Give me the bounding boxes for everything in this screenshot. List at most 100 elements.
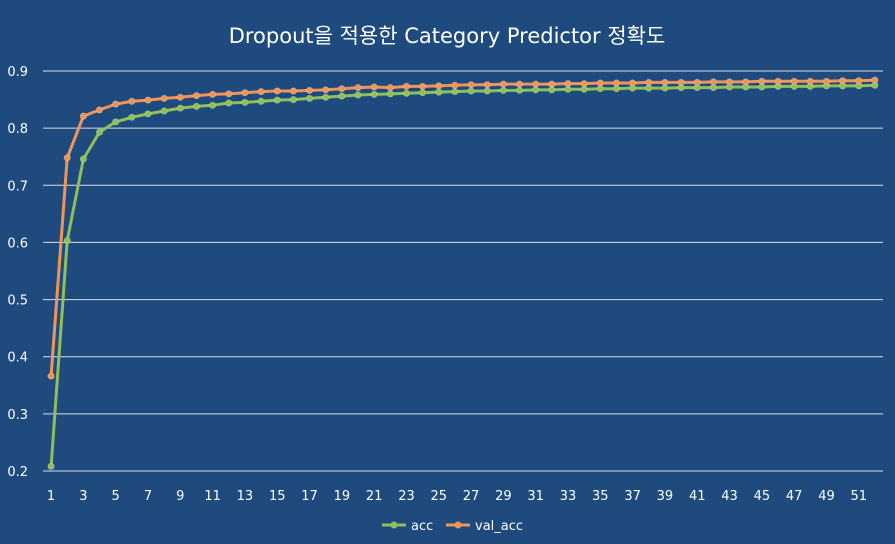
x-tick-label: 1: [47, 489, 55, 504]
data-point-val-acc: [338, 85, 346, 93]
series-val-acc: [47, 76, 879, 380]
y-tick-label: 0.8: [7, 122, 28, 137]
data-point-acc: [354, 91, 362, 99]
data-point-acc: [370, 90, 378, 98]
data-point-val-acc: [96, 106, 104, 114]
data-point-val-acc: [209, 90, 217, 98]
data-point-acc: [515, 86, 523, 94]
x-tick-label: 5: [112, 489, 120, 504]
data-point-val-acc: [257, 88, 265, 96]
y-tick-label: 0.5: [7, 294, 28, 309]
x-tick-label: 23: [398, 489, 415, 504]
data-point-acc: [63, 237, 71, 245]
data-point-val-acc: [725, 78, 733, 86]
data-point-val-acc: [419, 82, 427, 90]
data-point-val-acc: [580, 80, 588, 88]
data-point-val-acc: [596, 79, 604, 87]
y-tick-label: 0.2: [7, 465, 28, 480]
data-point-acc: [160, 107, 168, 115]
series-group: [47, 76, 879, 470]
x-tick-label: 13: [237, 489, 254, 504]
data-point-acc: [386, 90, 394, 98]
data-point-val-acc: [241, 89, 249, 97]
data-point-val-acc: [467, 81, 475, 89]
x-tick-label: 33: [560, 489, 577, 504]
data-point-acc: [225, 99, 233, 107]
data-point-val-acc: [774, 77, 782, 85]
y-tick-label: 0.3: [7, 408, 28, 423]
x-tick-label: 35: [592, 489, 609, 504]
data-point-val-acc: [709, 78, 717, 86]
x-tick-label: 3: [79, 489, 87, 504]
data-point-acc: [193, 102, 201, 110]
data-point-acc: [435, 88, 443, 96]
x-tick-label: 7: [144, 489, 152, 504]
y-tick-label: 0.6: [7, 236, 28, 251]
series-acc: [47, 81, 879, 470]
data-point-val-acc: [677, 78, 685, 86]
data-point-acc: [112, 118, 120, 126]
data-point-val-acc: [693, 78, 701, 86]
x-tick-label: 29: [495, 489, 512, 504]
data-point-val-acc: [742, 78, 750, 86]
series-line-val-acc: [49, 78, 875, 377]
x-tick-label: 37: [624, 489, 641, 504]
data-point-acc: [451, 88, 459, 96]
x-tick-label: 11: [204, 489, 221, 504]
data-point-val-acc: [532, 80, 540, 88]
data-point-acc: [419, 89, 427, 97]
data-point-val-acc: [322, 86, 330, 94]
x-tick-label: 9: [176, 489, 184, 504]
legend-label-val-acc: val_acc: [475, 519, 523, 534]
data-point-val-acc: [645, 78, 653, 86]
data-point-val-acc: [612, 79, 620, 87]
data-point-val-acc: [661, 78, 669, 86]
data-point-acc: [402, 89, 410, 97]
data-point-val-acc: [451, 81, 459, 89]
x-tick-label: 41: [689, 489, 706, 504]
data-point-acc: [548, 86, 556, 94]
data-point-val-acc: [386, 84, 394, 92]
data-point-acc: [176, 104, 184, 112]
series-line-acc: [49, 83, 875, 467]
data-point-val-acc: [47, 372, 55, 380]
data-point-acc: [338, 92, 346, 100]
x-tick-label: 31: [527, 489, 544, 504]
data-point-val-acc: [128, 97, 136, 105]
x-tick-label: 15: [269, 489, 286, 504]
legend-label-acc: acc: [411, 519, 433, 534]
data-point-acc: [322, 93, 330, 101]
x-tick-label: 51: [850, 489, 867, 504]
data-point-val-acc: [564, 80, 572, 88]
x-tick-label: 43: [721, 489, 738, 504]
data-point-val-acc: [855, 77, 863, 85]
data-point-val-acc: [79, 112, 87, 120]
data-point-val-acc: [289, 87, 297, 95]
data-point-acc: [128, 113, 136, 121]
data-point-acc: [289, 96, 297, 104]
y-axis-tick-labels: 0.2 0.3 0.4 0.5 0.6 0.7 0.8 0.9: [7, 65, 28, 480]
data-point-acc: [483, 87, 491, 95]
data-point-acc: [305, 94, 313, 102]
x-tick-label: 25: [430, 489, 447, 504]
data-point-val-acc: [112, 100, 120, 108]
data-point-val-acc: [839, 77, 847, 85]
data-point-val-acc: [435, 82, 443, 90]
x-tick-label: 45: [754, 489, 771, 504]
gridlines: [43, 70, 883, 472]
data-point-val-acc: [806, 77, 814, 85]
legend: acc val_acc: [382, 519, 523, 534]
x-tick-label: 47: [786, 489, 803, 504]
data-point-val-acc: [871, 76, 879, 84]
data-point-val-acc: [822, 77, 830, 85]
data-point-val-acc: [499, 80, 507, 88]
data-point-val-acc: [629, 79, 637, 87]
x-tick-label: 49: [818, 489, 835, 504]
data-point-val-acc: [354, 84, 362, 92]
x-tick-label: 17: [301, 489, 318, 504]
legend-marker-val-acc: [454, 521, 462, 529]
x-tick-label: 39: [657, 489, 674, 504]
data-point-val-acc: [548, 80, 556, 88]
data-point-val-acc: [273, 87, 281, 95]
